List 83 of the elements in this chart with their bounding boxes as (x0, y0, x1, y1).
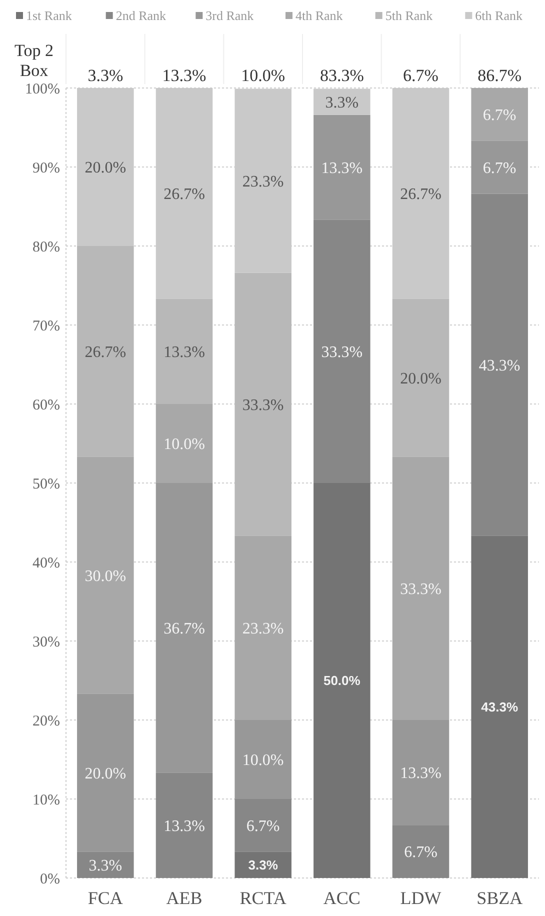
data-label: 36.7% (164, 620, 205, 638)
bar (156, 298, 213, 404)
data-label: 3.3% (88, 858, 122, 875)
text: 86.7% (478, 66, 522, 85)
data-label: 10.0% (164, 436, 205, 454)
y-tick-label: 10% (32, 792, 60, 808)
bar (392, 456, 450, 720)
text: 3.3% (88, 66, 124, 85)
data-label: 23.3% (242, 620, 284, 638)
x-tick-label: LDW (400, 888, 442, 908)
bar (471, 536, 528, 878)
y-tick-label: 30% (32, 634, 60, 650)
data-label: 26.7% (84, 344, 126, 362)
y-tick-label: 70% (32, 318, 60, 334)
data-label: 6.7% (246, 818, 280, 836)
bar (471, 140, 528, 194)
data-label: 43.3% (481, 700, 518, 715)
y-tick-label: 0% (40, 871, 60, 888)
bar (314, 483, 370, 878)
y-tick-label: 90% (32, 160, 60, 176)
x-tick-label: FCA (88, 888, 123, 908)
bar (77, 852, 134, 878)
bar (392, 720, 450, 826)
text: Top 2 Box (14, 41, 54, 80)
bar (471, 194, 528, 536)
x-tick-label: AEB (166, 888, 202, 908)
bar (392, 825, 450, 878)
bar (234, 720, 292, 799)
data-label: 13.3% (164, 818, 205, 836)
bar (77, 246, 134, 457)
y-tick-label: 20% (32, 713, 60, 730)
data-label: 33.3% (242, 396, 284, 414)
data-label: 33.3% (400, 581, 442, 598)
text: 10.0% (241, 66, 286, 85)
legend-label: 6th Rank (475, 8, 523, 23)
legend-label: 1st Rank (26, 8, 72, 23)
legend-label: 5th Rank (385, 8, 434, 23)
bar (471, 88, 528, 141)
data-label: 13.3% (321, 160, 363, 177)
bar (77, 456, 134, 694)
text: 83.3% (320, 66, 364, 85)
data-label: 33.3% (321, 344, 363, 362)
data-label: 6.7% (482, 160, 516, 177)
data-label: 43.3% (478, 357, 520, 374)
bar (234, 799, 292, 852)
data-label: 26.7% (164, 186, 205, 204)
y-tick-label: 60% (32, 397, 60, 414)
bar (234, 272, 292, 536)
bar (156, 404, 213, 483)
bar (77, 694, 134, 852)
data-label: 50.0% (323, 673, 361, 688)
data-label: 20.0% (84, 160, 126, 177)
text: 13.3% (162, 66, 206, 85)
text: 6.7% (403, 66, 438, 85)
bar (234, 852, 292, 878)
bar (314, 220, 370, 483)
y-tick-label: 80% (32, 239, 60, 256)
y-tick-label: 40% (32, 555, 60, 572)
data-label: 23.3% (242, 173, 284, 190)
legend-label: 2nd Rank (116, 8, 167, 23)
data-label: 6.7% (404, 844, 438, 862)
x-tick-label: RCTA (240, 888, 286, 908)
bar (156, 483, 213, 773)
data-label: 30.0% (84, 568, 126, 586)
data-label: 20.0% (400, 370, 442, 388)
data-label: 13.3% (164, 344, 205, 362)
bar (314, 114, 370, 220)
bar (234, 536, 292, 720)
y-tick-label: 100% (25, 81, 60, 98)
legend-label: 4th Rank (296, 8, 344, 23)
data-label: 3.3% (325, 94, 359, 112)
data-label: 3.3% (248, 858, 278, 873)
x-tick-label: SBZA (476, 888, 523, 908)
data-label: 26.7% (400, 186, 442, 204)
y-tick-label: 50% (32, 476, 60, 492)
data-label: 6.7% (482, 107, 516, 124)
data-label: 13.3% (400, 765, 442, 782)
data-label: 10.0% (242, 752, 284, 770)
bar (156, 772, 213, 878)
x-tick-label: ACC (323, 888, 360, 908)
data-label: 20.0% (84, 766, 126, 783)
bar (392, 298, 450, 457)
legend-label: 3rd Rank (206, 8, 254, 23)
